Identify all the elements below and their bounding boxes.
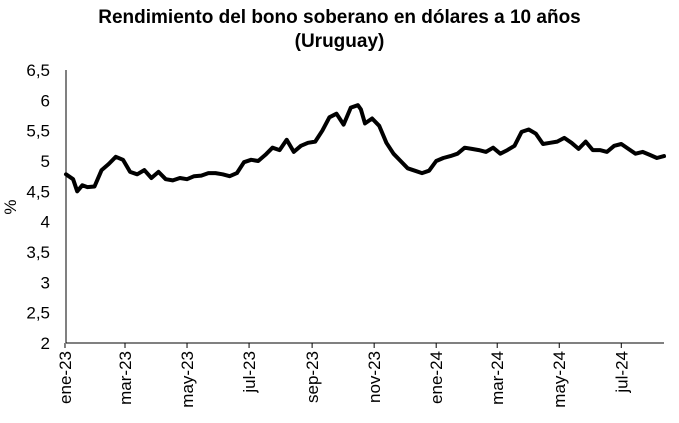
x-tick-label: mar-24 [488,351,507,405]
y-axis-label: % [1,199,20,214]
y-tick-label: 2 [41,334,50,353]
y-tick-label: 3,5 [26,243,50,262]
y-tick-label: 4,5 [26,182,50,201]
y-tick-label: 3 [41,273,50,292]
x-tick-label: ene-23 [56,351,75,404]
y-tick-label: 4 [41,213,50,232]
x-tick-label: ene-24 [427,351,446,404]
x-tick-label: sep-23 [303,351,322,403]
x-axis: ene-23 mar-23 may-23 jul-23 sep-23 nov-23 ene-… [56,342,664,408]
x-tick-label: jul-24 [612,351,631,394]
y-tick-label: 5 [41,152,50,171]
x-tick-label: mar-23 [116,351,135,405]
x-tick-label: jul-23 [240,351,259,394]
y-tick-label: 2,5 [26,304,50,323]
chart-title-line-2: (Uruguay) [294,31,385,52]
series-line [64,103,666,194]
y-axis: 2 2,5 3 3,5 4 4,5 5 5,5 6 6,5 [26,61,67,353]
y-tick-label: 6 [41,91,50,110]
y-tick-label: 6,5 [26,61,50,80]
x-tick-label: nov-23 [365,351,384,403]
chart-title-line-1: Rendimiento del bono soberano en dólares… [98,7,581,28]
x-tick-label: may-23 [178,351,197,408]
series-group [64,103,666,194]
x-tick-label: may-24 [550,351,569,408]
chart-title: Rendimiento del bono soberano en dólares… [0,6,679,54]
y-tick-label: 5,5 [26,122,50,141]
